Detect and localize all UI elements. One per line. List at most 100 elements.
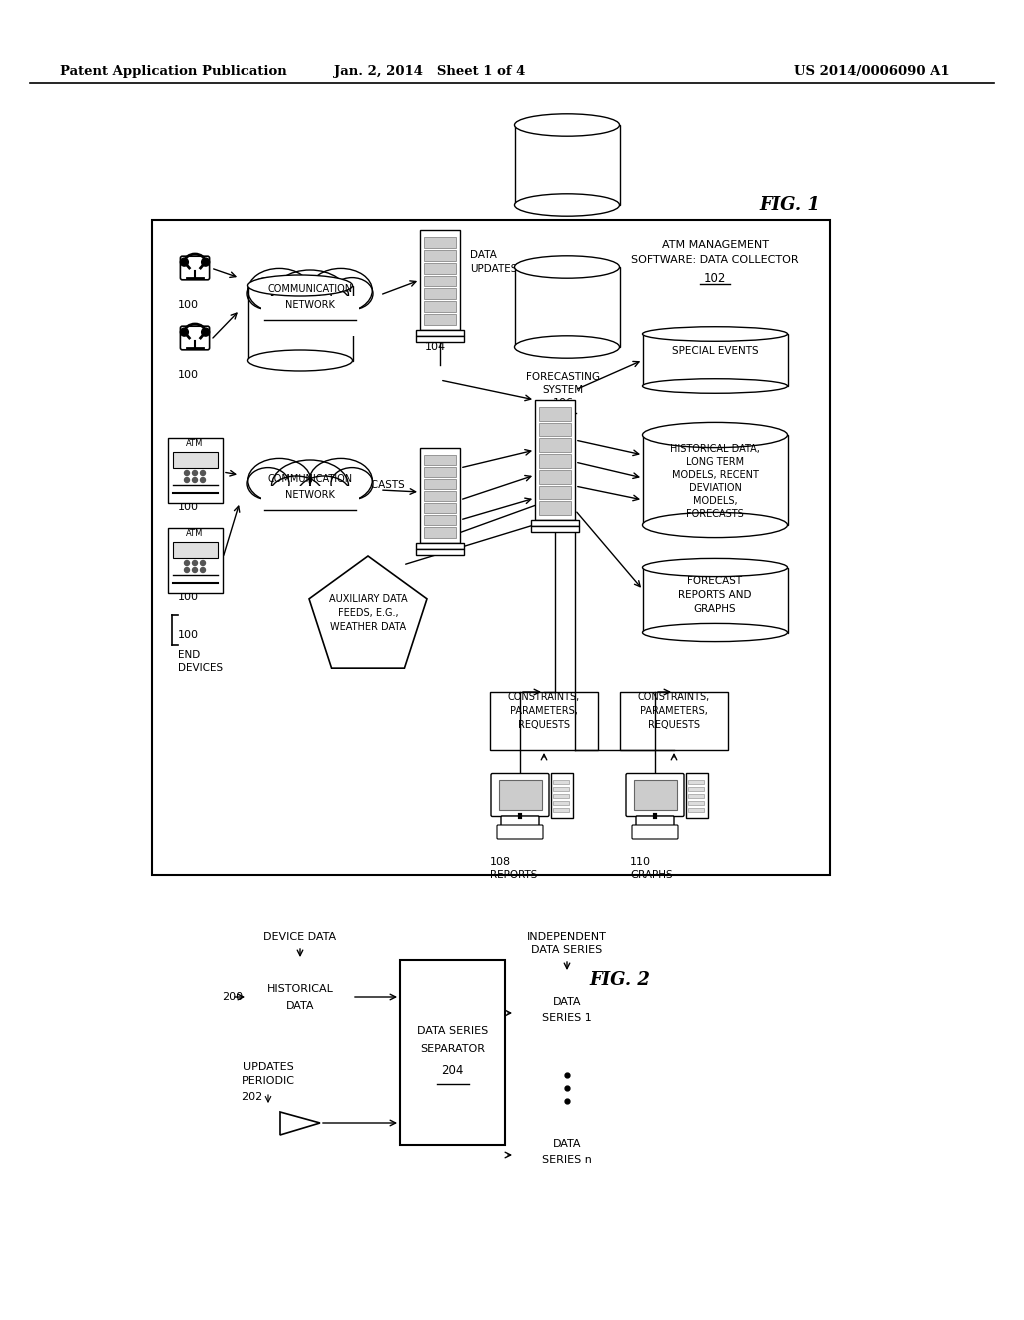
Text: DATA: DATA: [553, 1139, 582, 1148]
Text: HISTORICAL DATA,: HISTORICAL DATA,: [670, 444, 760, 454]
Bar: [539, 470, 571, 483]
Text: END: END: [178, 649, 201, 660]
FancyBboxPatch shape: [632, 825, 678, 840]
Polygon shape: [309, 556, 427, 668]
Text: DATA SERIES: DATA SERIES: [417, 1026, 488, 1036]
Ellipse shape: [248, 350, 352, 371]
Bar: [424, 479, 456, 488]
Text: UPDATES: UPDATES: [243, 1063, 293, 1072]
FancyBboxPatch shape: [497, 825, 543, 840]
Text: MODELS, RECENT: MODELS, RECENT: [672, 470, 759, 480]
Bar: [261, 296, 359, 337]
Text: DATA: DATA: [470, 249, 497, 260]
Bar: [531, 525, 579, 532]
Ellipse shape: [642, 327, 787, 342]
Text: 100: 100: [178, 630, 199, 640]
Ellipse shape: [247, 467, 289, 499]
Bar: [514, 267, 620, 347]
Bar: [416, 543, 464, 549]
Ellipse shape: [271, 459, 348, 512]
Text: LONG TERM: LONG TERM: [686, 457, 744, 467]
Circle shape: [201, 561, 206, 565]
Bar: [642, 525, 787, 537]
Bar: [539, 486, 571, 499]
Text: ATM: ATM: [186, 528, 204, 537]
Text: SERIES n: SERIES n: [542, 1155, 592, 1166]
Bar: [168, 528, 222, 593]
Bar: [553, 787, 568, 791]
Bar: [685, 774, 708, 818]
Text: 100: 100: [178, 300, 199, 310]
Circle shape: [180, 259, 188, 267]
Ellipse shape: [642, 558, 787, 577]
Text: 202: 202: [242, 1092, 262, 1102]
Bar: [539, 422, 571, 437]
Text: 104: 104: [424, 342, 445, 352]
Bar: [168, 437, 222, 503]
Text: NETWORK: NETWORK: [285, 490, 335, 500]
Bar: [687, 808, 703, 812]
Text: INDEPENDENT: INDEPENDENT: [527, 932, 607, 942]
Circle shape: [184, 478, 189, 483]
Text: FEEDS, E.G.,: FEEDS, E.G.,: [338, 609, 398, 618]
FancyBboxPatch shape: [636, 816, 674, 826]
FancyBboxPatch shape: [490, 774, 549, 817]
Circle shape: [202, 329, 210, 337]
Bar: [424, 515, 456, 525]
Text: 100: 100: [178, 370, 199, 380]
Bar: [539, 438, 571, 453]
Bar: [490, 692, 598, 750]
Text: DATA: DATA: [553, 997, 582, 1007]
Text: SERIES 1: SERIES 1: [542, 1012, 592, 1023]
Circle shape: [184, 470, 189, 475]
Circle shape: [201, 470, 206, 475]
Text: 100: 100: [178, 591, 199, 602]
Bar: [424, 314, 456, 325]
Text: FORECASTS: FORECASTS: [686, 510, 743, 519]
Ellipse shape: [514, 114, 620, 136]
Bar: [553, 801, 568, 805]
Text: COMMUNICATION: COMMUNICATION: [267, 284, 352, 294]
Bar: [424, 238, 456, 248]
Text: DATA SERIES: DATA SERIES: [531, 945, 603, 954]
Ellipse shape: [297, 477, 350, 512]
Bar: [514, 125, 620, 205]
Ellipse shape: [514, 335, 620, 358]
Text: HISTORICAL: HISTORICAL: [266, 983, 334, 994]
Bar: [152, 220, 830, 875]
Bar: [172, 541, 217, 558]
Bar: [687, 795, 703, 799]
Bar: [172, 451, 217, 469]
Text: 200: 200: [222, 993, 243, 1002]
Bar: [687, 801, 703, 805]
Ellipse shape: [642, 379, 787, 393]
Ellipse shape: [248, 268, 310, 313]
Bar: [687, 780, 703, 784]
Bar: [424, 454, 456, 465]
Bar: [424, 467, 456, 477]
Bar: [551, 774, 572, 818]
Text: REQUESTS: REQUESTS: [648, 719, 700, 730]
Bar: [424, 528, 456, 537]
Circle shape: [201, 478, 206, 483]
Text: Jan. 2, 2014   Sheet 1 of 4: Jan. 2, 2014 Sheet 1 of 4: [334, 66, 525, 78]
Text: 108: 108: [490, 857, 511, 867]
Bar: [620, 692, 728, 750]
Text: DEVIATION: DEVIATION: [688, 483, 741, 492]
Text: FIG. 1: FIG. 1: [760, 195, 820, 214]
Bar: [416, 337, 464, 342]
Ellipse shape: [269, 286, 323, 322]
Bar: [642, 632, 787, 642]
Bar: [248, 285, 352, 360]
Bar: [687, 787, 703, 791]
Text: PARAMETERS,: PARAMETERS,: [640, 706, 708, 715]
Text: FORECAST: FORECAST: [687, 576, 742, 586]
Bar: [424, 289, 456, 300]
Circle shape: [184, 568, 189, 573]
Text: UPDATES: UPDATES: [470, 264, 517, 275]
Circle shape: [193, 561, 198, 565]
FancyBboxPatch shape: [626, 774, 684, 817]
Bar: [535, 400, 575, 520]
FancyBboxPatch shape: [180, 256, 210, 280]
Text: CONSTRAINTS,: CONSTRAINTS,: [638, 692, 710, 702]
